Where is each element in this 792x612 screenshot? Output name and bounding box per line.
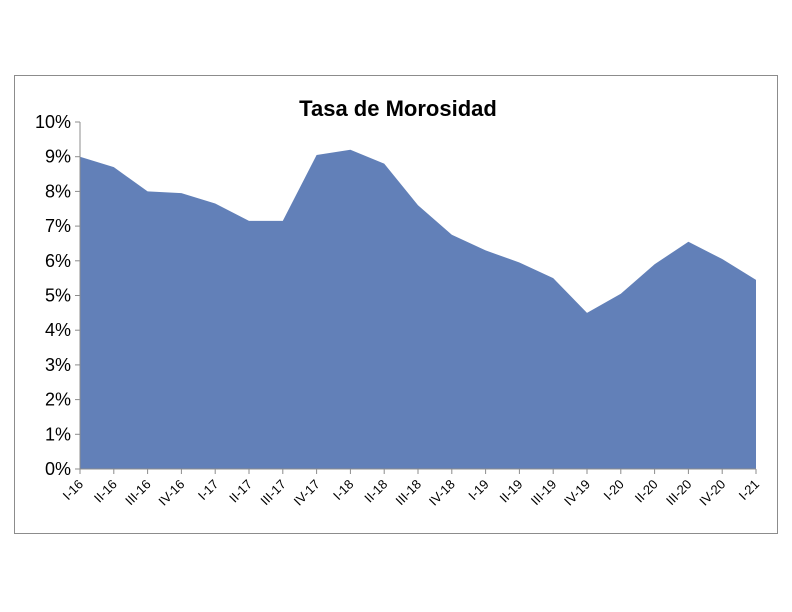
x-tick-label: I-16 [60,477,86,503]
y-tick-label: 2% [45,390,71,410]
y-tick-label: 6% [45,251,71,271]
x-tick-label: II-16 [91,477,120,506]
x-tick-label: II-18 [361,477,390,506]
y-tick-label: 3% [45,355,71,375]
x-tick-label: I-20 [600,477,626,503]
x-tick-label: II-19 [497,477,526,506]
x-tick-label: IV-18 [426,477,458,509]
x-tick-label: IV-17 [291,477,323,509]
x-tick-label: II-20 [632,477,661,506]
x-tick-label: I-18 [330,477,356,503]
chart-title: Tasa de Morosidad [299,96,497,121]
x-tick-label: IV-16 [155,477,187,509]
x-tick-label: I-21 [736,477,762,503]
x-tick-label: III-20 [663,477,695,509]
x-tick-label: I-19 [465,477,491,503]
x-tick-label: II-17 [226,477,255,506]
x-tick-label: III-17 [257,477,289,509]
y-tick-label: 5% [45,286,71,306]
y-tick-label: 9% [45,147,71,167]
series-area [80,149,756,469]
x-tick-label: III-18 [393,477,425,509]
x-tick-label: IV-19 [561,477,593,509]
y-tick-label: 10% [35,112,71,132]
y-tick-label: 8% [45,181,71,201]
y-tick-label: 1% [45,424,71,444]
y-tick-label: 7% [45,216,71,236]
x-tick-label: III-19 [528,477,560,509]
x-tick-label: IV-20 [696,477,728,509]
y-tick-label: 0% [45,459,71,479]
x-tick-label: I-17 [195,477,221,503]
x-tick-label: III-16 [122,477,154,509]
y-tick-label: 4% [45,320,71,340]
